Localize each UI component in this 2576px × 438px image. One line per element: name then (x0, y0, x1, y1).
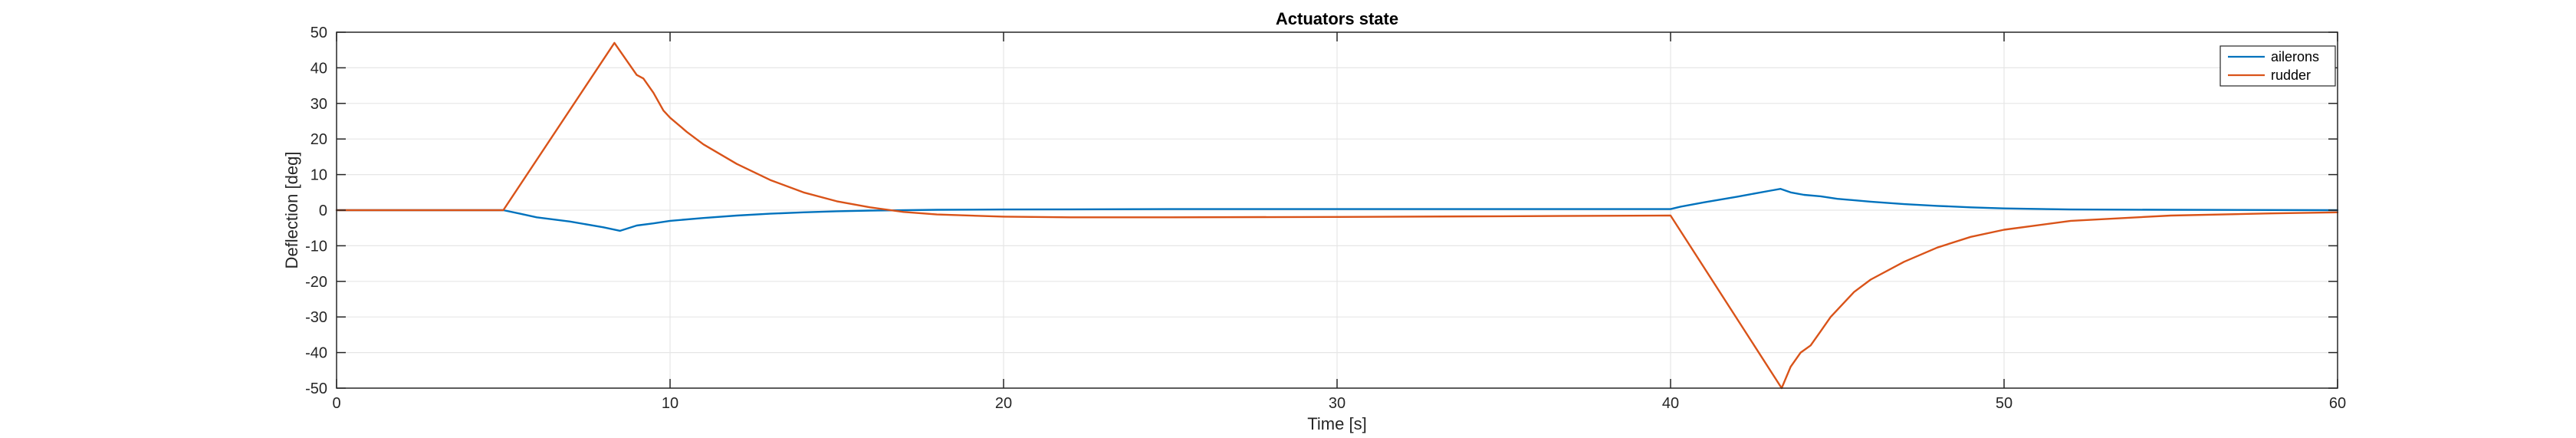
legend-box (2220, 45, 2336, 87)
y-tick-label: -50 (305, 380, 327, 397)
grid (337, 32, 2338, 388)
legend: ailerons rudder (2220, 45, 2336, 87)
y-tick-label: -10 (305, 238, 327, 255)
y-tick-label: 50 (310, 25, 327, 41)
series-lines (335, 41, 2339, 390)
y-tick-label: 40 (310, 60, 327, 77)
series-line-ailerons (335, 188, 2339, 232)
x-tick-label: 60 (2329, 395, 2346, 412)
chart-title: Actuators state (1276, 9, 1398, 28)
legend-label-rudder: rudder (2271, 68, 2311, 83)
series-line-rudder (335, 41, 2339, 390)
y-tick-label: 20 (310, 131, 327, 148)
x-tick-label: 50 (1996, 395, 2013, 412)
y-tick-label: -30 (305, 309, 327, 326)
x-tick-label: 40 (1662, 395, 1679, 412)
y-tick-label: 0 (319, 203, 327, 219)
y-tick-label: 30 (310, 96, 327, 113)
axis-ticks: 0 10 20 30 40 50 60 -50 -40 -30 -20 -10 0 10 20 30 40 50 (305, 25, 2346, 412)
legend-label-ailerons: ailerons (2271, 49, 2319, 64)
y-axis-title: Deflection [deg] (282, 152, 301, 269)
x-tick-label: 10 (662, 395, 678, 412)
x-tick-label: 0 (332, 395, 340, 412)
x-tick-label: 20 (995, 395, 1012, 412)
x-tick-label: 30 (1329, 395, 1346, 412)
x-axis-title: Time [s] (1307, 414, 1366, 433)
y-tick-label: -40 (305, 345, 327, 362)
y-tick-label: 10 (310, 167, 327, 184)
y-tick-label: -20 (305, 274, 327, 291)
